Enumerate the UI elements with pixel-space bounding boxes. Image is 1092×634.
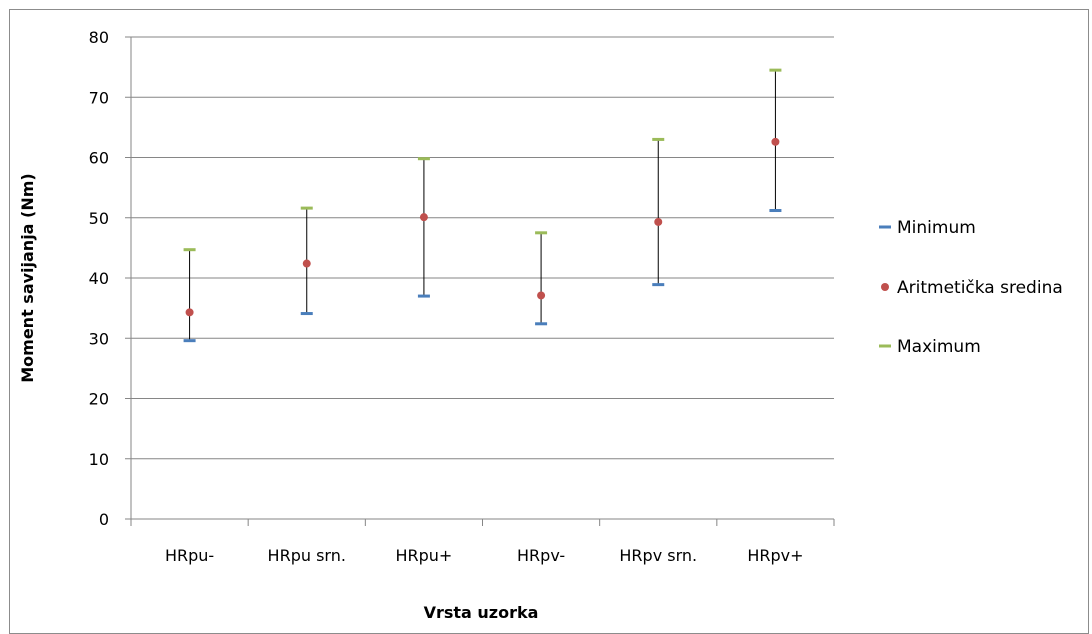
y-tick-label: 30	[89, 329, 109, 348]
chart-frame	[9, 9, 1089, 634]
mean-point	[185, 308, 194, 317]
x-tick-label: HRpu+	[395, 546, 452, 565]
x-tick-label: HRpu-	[165, 546, 214, 565]
mean-point	[771, 137, 780, 146]
legend-label: Maximum	[897, 337, 981, 357]
mean-point	[537, 291, 546, 300]
legend-marker	[881, 283, 889, 291]
y-tick-label: 70	[89, 88, 109, 107]
mean-point	[654, 217, 663, 226]
y-axis-title: Moment savijanja (Nm)	[18, 173, 37, 383]
x-tick-labels: HRpu- HRpu srn. HRpu+ HRpv- HRpv srn. HRpv+	[165, 546, 804, 565]
gridlines	[131, 36, 834, 460]
mean-point	[419, 213, 428, 222]
y-tick-labels: 0 10 20 30 40 50 60 70 80	[89, 28, 109, 529]
legend-label: Aritmetička sredina	[897, 278, 1063, 298]
y-tick-label: 0	[99, 510, 109, 529]
range-bars	[189, 70, 776, 341]
x-tick-label: HRpv-	[517, 546, 565, 565]
mean-point	[302, 259, 311, 268]
axes	[125, 36, 835, 526]
y-tick-label: 10	[89, 450, 109, 469]
x-tick-label: HRpv+	[747, 546, 803, 565]
y-tick-label: 40	[89, 269, 109, 288]
y-tick-label: 50	[89, 209, 109, 228]
y-tick-label: 80	[89, 28, 109, 47]
y-tick-label: 20	[89, 390, 109, 409]
y-tick-label: 60	[89, 149, 109, 168]
x-axis-title: Vrsta uzorka	[424, 603, 539, 622]
x-tick-label: HRpv srn.	[619, 546, 697, 565]
legend-label: Minimum	[897, 218, 976, 238]
data-marks	[183, 68, 782, 343]
legend: Minimum Aritmetička sredina Maximum	[879, 218, 1063, 357]
x-tick-label: HRpu srn.	[268, 546, 346, 565]
